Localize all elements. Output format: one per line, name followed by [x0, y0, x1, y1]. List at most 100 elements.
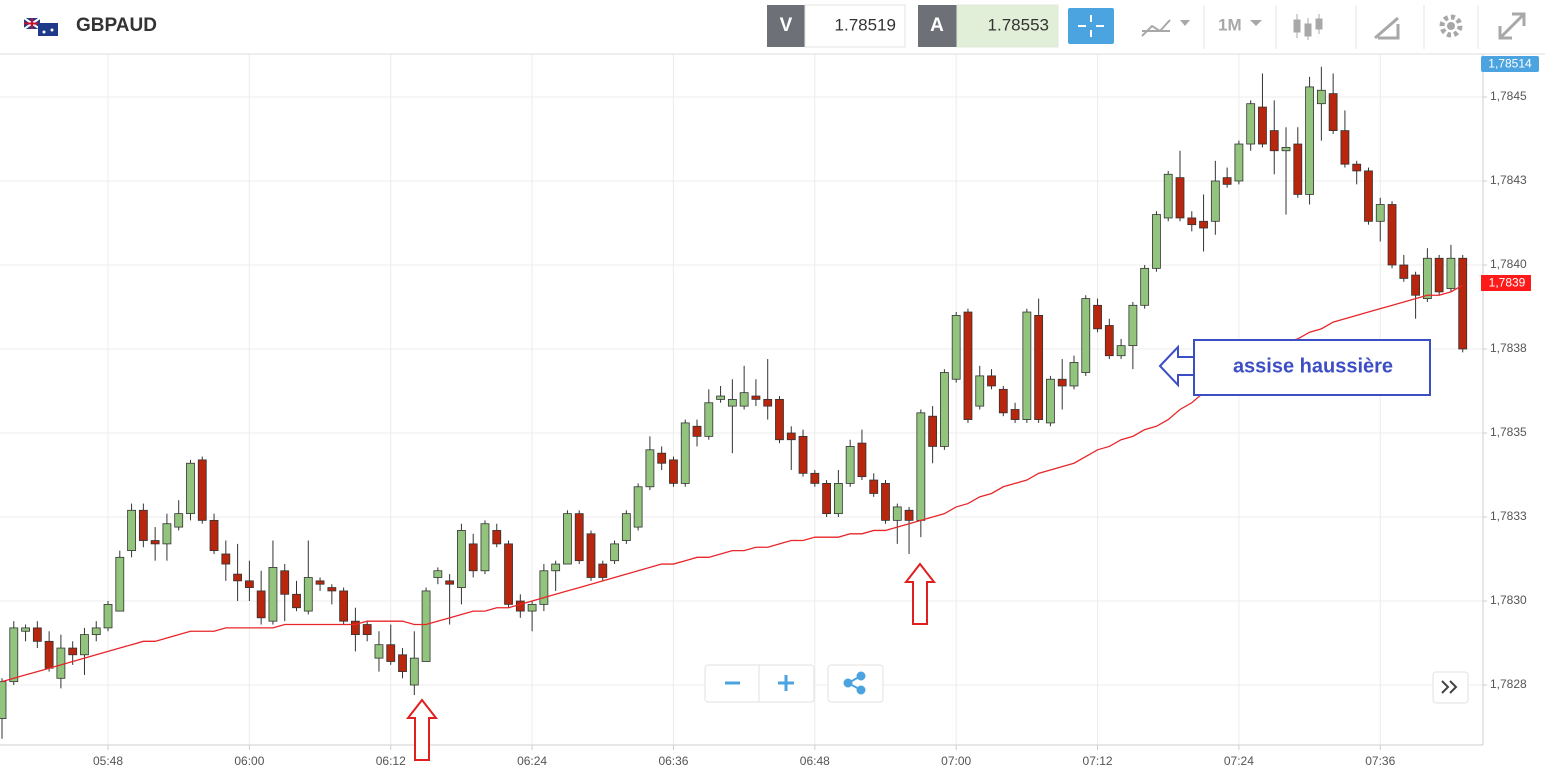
candle-body	[374, 644, 384, 659]
candle-body	[457, 530, 466, 588]
candle-body	[975, 375, 985, 407]
candle-body	[433, 570, 443, 578]
candle-body	[350, 620, 360, 636]
candle-body	[339, 590, 349, 622]
candle-body	[633, 486, 643, 528]
x-tick-label: 06:00	[234, 754, 264, 768]
candle-body	[103, 603, 113, 629]
y-tick-label: 1,7838	[1490, 341, 1527, 355]
candle-body	[716, 395, 725, 400]
candle-body	[1422, 257, 1432, 299]
scroll-end-button[interactable]	[1432, 671, 1469, 704]
last-price-label: 1,7839	[1489, 276, 1526, 290]
candle-body	[80, 634, 89, 656]
candle-body	[221, 553, 231, 565]
candle-body	[386, 644, 396, 662]
candle-body	[115, 556, 125, 612]
sell-button[interactable]	[767, 5, 805, 47]
candle-body	[1434, 257, 1444, 293]
candle-body	[398, 654, 407, 672]
y-tick-label: 1,7830	[1490, 593, 1527, 607]
chart-type-icon[interactable]	[1141, 19, 1171, 37]
candle-body	[775, 398, 784, 441]
candle-body	[1352, 163, 1362, 172]
candle-body	[892, 506, 902, 521]
candle-body	[1375, 204, 1385, 222]
candle-body	[445, 580, 455, 585]
share-icon	[843, 671, 866, 695]
candle-body	[1222, 177, 1232, 185]
candle-body	[727, 398, 737, 407]
candle-body	[810, 472, 820, 484]
candle-body	[174, 513, 184, 528]
candle-body	[138, 509, 148, 541]
flag	[23, 17, 58, 36]
fullscreen-icon[interactable]	[1498, 12, 1526, 40]
candle-body	[1081, 298, 1091, 373]
candle-body	[1269, 130, 1279, 152]
candle-body	[244, 580, 254, 588]
x-tick-label: 06:24	[517, 754, 547, 768]
candle-body	[763, 398, 773, 407]
zoom-in[interactable]	[778, 675, 794, 691]
buy-price-box[interactable]	[956, 4, 1059, 48]
candle-body	[1187, 217, 1197, 226]
candle-body	[786, 432, 796, 441]
x-tick-label: 07:24	[1224, 754, 1254, 768]
candle-body	[1069, 362, 1079, 387]
symbol: GBPAUD	[76, 15, 157, 36]
candle-body	[256, 590, 266, 619]
candles-icon[interactable]	[1293, 14, 1323, 40]
x-tick-label: 07:00	[941, 754, 971, 768]
signal-arrow	[903, 562, 937, 625]
last-price-box	[1481, 275, 1531, 291]
candle-body	[904, 509, 914, 521]
sell-label: V	[780, 15, 793, 36]
candle-body	[56, 647, 66, 679]
candle-body	[869, 479, 879, 494]
candle-body	[751, 395, 761, 400]
candle-body	[881, 483, 890, 521]
annotation-box	[1193, 339, 1431, 396]
buy-price: 1.78553	[988, 15, 1049, 34]
candle-body	[940, 372, 949, 447]
candle-body	[574, 513, 584, 562]
candle-body	[704, 402, 714, 437]
x-tick-label: 06:36	[658, 754, 688, 768]
candle-body	[1234, 143, 1244, 182]
candle-body	[1163, 173, 1173, 219]
candle-body	[669, 459, 678, 484]
candle-body	[692, 425, 702, 437]
candle-body	[928, 415, 938, 447]
share-button[interactable]	[827, 664, 884, 703]
candle-body	[1152, 214, 1161, 269]
candle-body	[127, 509, 136, 552]
buy-label: A	[930, 15, 944, 36]
timeframe[interactable]: 1M	[1218, 15, 1242, 34]
candle-body	[1411, 274, 1420, 296]
candle-body	[987, 375, 996, 387]
top-price-label: 1,78514	[1488, 57, 1532, 71]
candle-body	[539, 570, 549, 605]
scroll-end-icon	[1441, 680, 1458, 694]
y-tick-label: 1,7835	[1490, 425, 1527, 439]
candle-body	[504, 543, 513, 605]
draw-icon[interactable]	[1374, 16, 1400, 40]
candle-body	[845, 446, 855, 484]
sell-price-box[interactable]	[804, 4, 906, 48]
candle-body	[292, 593, 301, 609]
settings-icon[interactable]	[1439, 14, 1463, 38]
candle-body	[586, 533, 596, 578]
crosshair-button[interactable]	[1068, 8, 1114, 44]
candle-body	[1057, 378, 1067, 387]
candle-body	[1128, 304, 1138, 347]
candle-body	[1046, 378, 1055, 424]
candle-body	[0, 681, 7, 720]
candle-body	[421, 590, 431, 662]
candle-body	[362, 624, 372, 636]
candle-body	[91, 627, 101, 636]
x-tick-label: 07:12	[1083, 754, 1113, 768]
buy-button[interactable]	[918, 5, 957, 47]
candle-body	[44, 640, 54, 669]
candle-body	[492, 530, 502, 545]
